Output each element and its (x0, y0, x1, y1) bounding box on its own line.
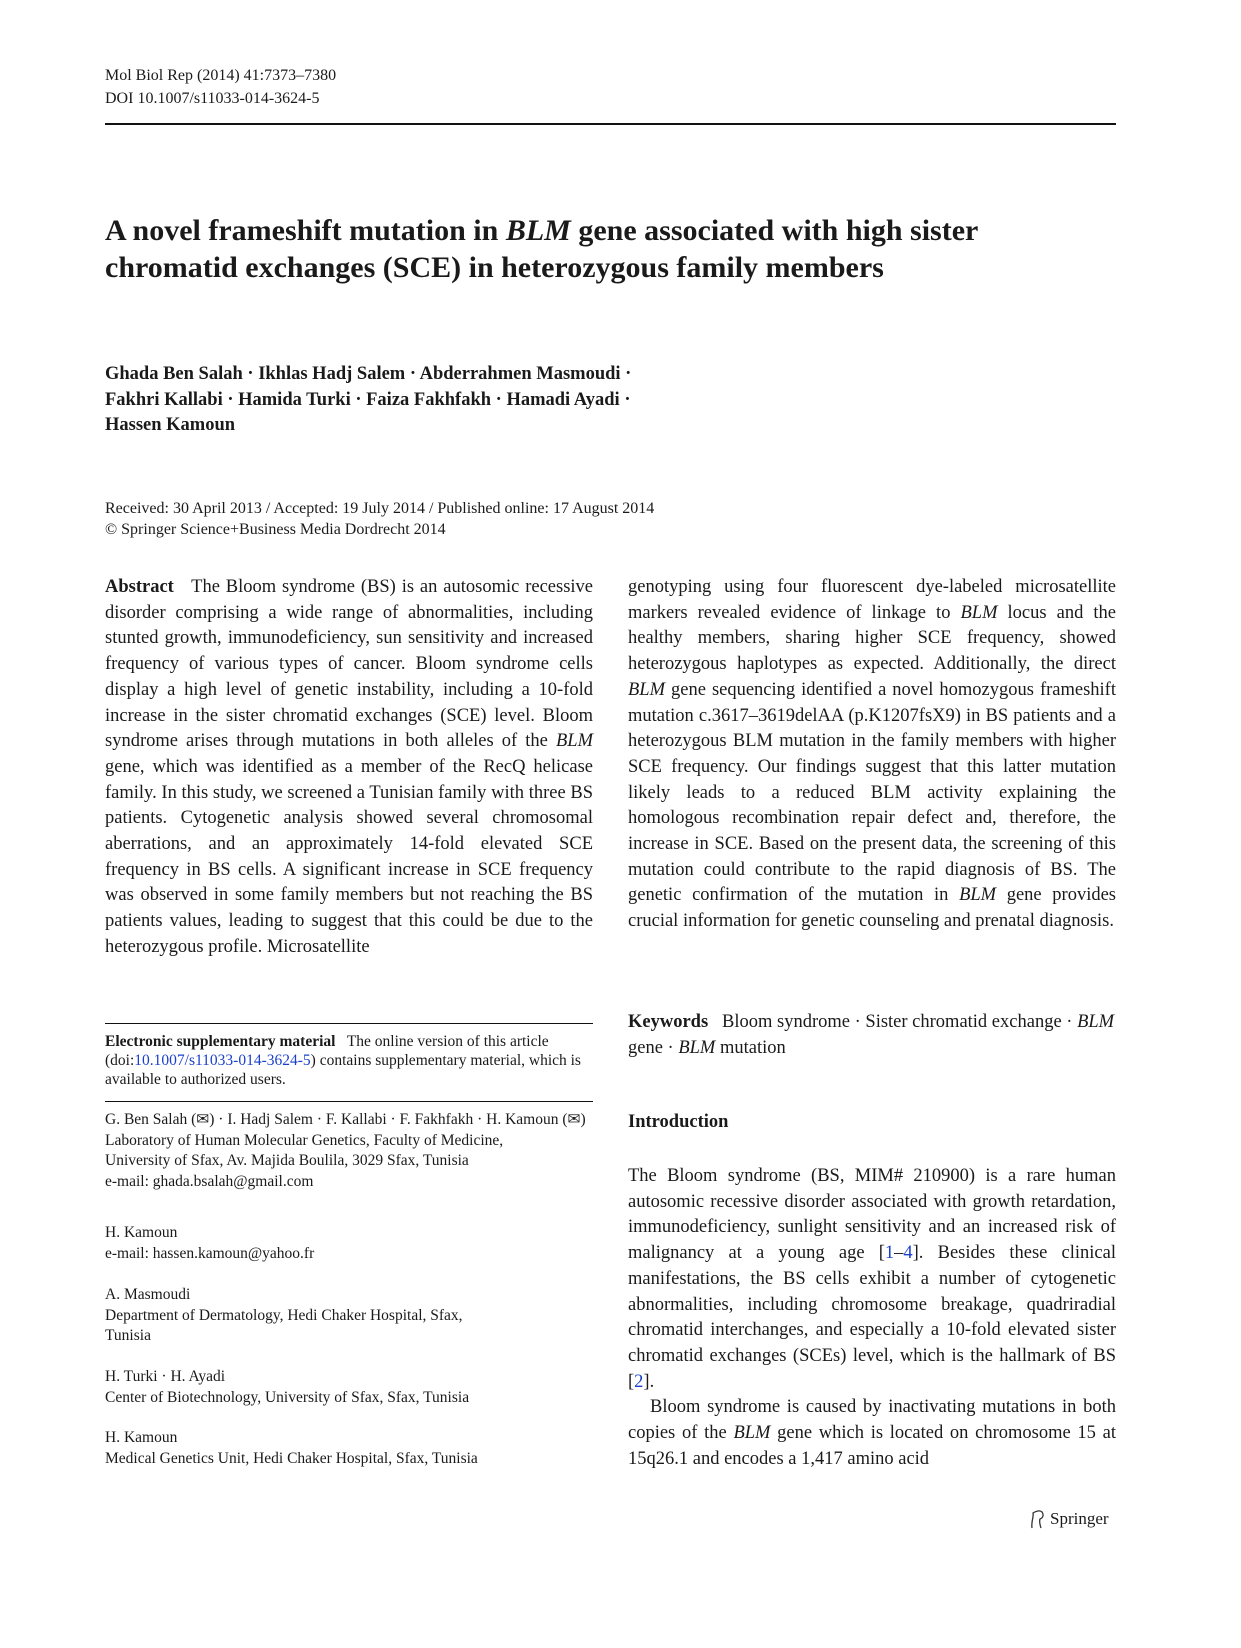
publisher-logo: Springer (1028, 1509, 1109, 1529)
doi: DOI 10.1007/s11033-014-3624-5 (105, 90, 320, 107)
footnote-rule (105, 1101, 593, 1102)
affiliation: G. Ben Salah (✉) · I. Hadj Salem · F. Ka… (105, 1111, 586, 1190)
journal-header: Mol Biol Rep (2014) 41:7373–7380 DOI 10.… (105, 64, 336, 110)
doi-link[interactable]: 10.1007/s11033-014-3624-5 (134, 1052, 311, 1069)
affiliation: H. Turki · H. Ayadi Center of Biotechnol… (105, 1368, 470, 1406)
abstract-right: genotyping using four fluorescent dye-la… (628, 577, 1117, 932)
affiliation: H. Kamoun Medical Genetics Unit, Hedi Ch… (105, 1429, 478, 1467)
author-list: Ghada Ben Salah · Ikhlas Hadj Salem · Ab… (105, 364, 632, 435)
abstract-left: Abstract The Bloom syndrome (BS) is an a… (105, 577, 593, 957)
journal-citation: Mol Biol Rep (2014) 41:7373–7380 (105, 67, 337, 84)
affiliation: A. Masmoudi Department of Dermatology, H… (105, 1286, 463, 1344)
springer-horse-icon (1031, 1510, 1044, 1529)
supplementary-note: Electronic supplementary material The on… (105, 1033, 581, 1088)
keywords: Keywords Bloom syndrome · Sister chromat… (628, 1012, 1115, 1058)
header-rule (105, 123, 1116, 125)
paper-title: A novel frameshift mutation in BLM gene … (105, 214, 978, 284)
introduction-body: The Bloom syndrome (BS, MIM# 210900) is … (628, 1166, 1116, 1469)
affiliation: H. Kamoun e-mail: hassen.kamoun@yahoo.fr (105, 1224, 315, 1262)
ref-link[interactable]: 4 (903, 1243, 913, 1264)
introduction-heading: Introduction (628, 1112, 729, 1132)
abstract-heading: Abstract (105, 577, 174, 597)
footnote-rule (105, 1023, 593, 1024)
ref-link[interactable]: 1 (884, 1243, 895, 1264)
ref-link[interactable]: 2 (634, 1371, 644, 1392)
publication-dates: Received: 30 April 2013 / Accepted: 19 J… (105, 500, 655, 538)
